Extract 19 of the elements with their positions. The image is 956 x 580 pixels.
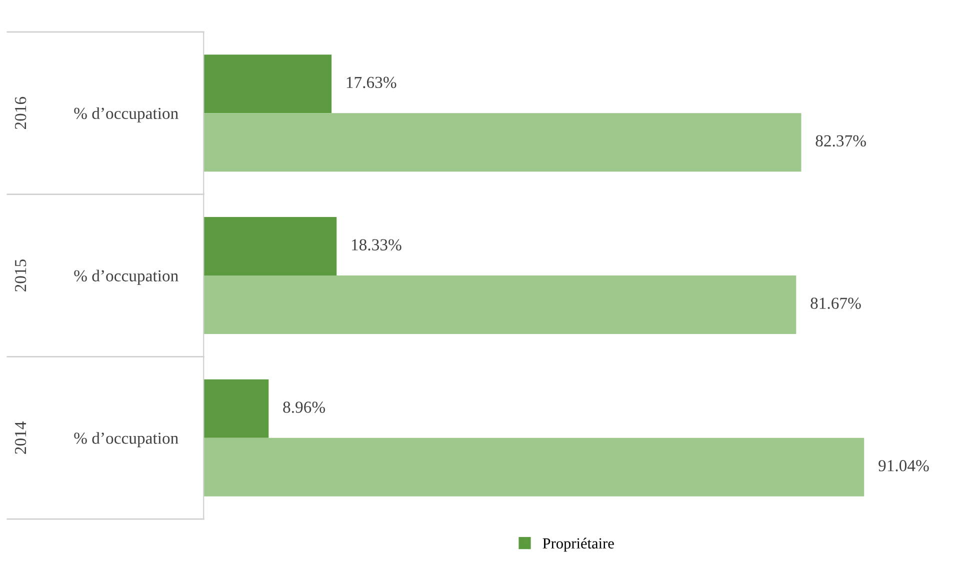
bar [204, 54, 332, 114]
text: 2016 [14, 96, 26, 130]
data-label: 82.37% [816, 135, 866, 147]
text: 2015 [14, 259, 26, 292]
data-label: 8.96% [283, 402, 326, 413]
data-label: 18.33% [352, 239, 402, 251]
bar [204, 379, 269, 438]
bar [204, 276, 796, 334]
data-label: 17.63% [346, 76, 396, 88]
data-label: 81.67% [810, 298, 861, 309]
data-label: 91.04% [878, 460, 929, 472]
bar [204, 217, 337, 276]
legend-label: Propriétaire [542, 538, 614, 552]
bar [204, 438, 864, 496]
y-tick-label: % d’occupation [74, 432, 178, 448]
y-tick-label: % d’occupation [74, 270, 178, 285]
bar [204, 113, 802, 172]
text: 2014 [14, 421, 26, 454]
y-tick-label: % d’occupation [74, 107, 178, 122]
